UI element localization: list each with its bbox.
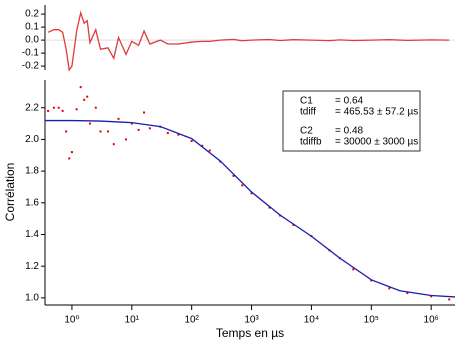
point xyxy=(47,109,50,112)
y-tick-label: -0.1 xyxy=(22,48,40,59)
y-tick-label: 2.2 xyxy=(25,102,39,113)
y-tick-label: 1.4 xyxy=(25,229,39,240)
annotation-name: C2 xyxy=(300,126,313,137)
annotation-box xyxy=(282,90,421,152)
y-tick-label: 0.0 xyxy=(25,35,39,46)
y-axis-label: Corrélation xyxy=(3,163,17,222)
point xyxy=(292,223,295,226)
annotation-text: = 30000 ± 3000 µs xyxy=(335,137,418,148)
point xyxy=(268,206,271,209)
point xyxy=(106,130,109,133)
point xyxy=(137,128,140,131)
y-tick-label: 1.2 xyxy=(25,261,39,272)
point xyxy=(94,106,97,109)
point xyxy=(130,122,133,125)
point xyxy=(88,122,91,125)
point xyxy=(430,295,433,298)
point xyxy=(65,130,68,133)
point xyxy=(148,127,151,130)
point xyxy=(75,108,78,111)
point xyxy=(208,149,211,152)
point xyxy=(112,143,115,146)
point xyxy=(70,151,73,154)
point xyxy=(68,157,71,160)
annotation-text: = 0.64 xyxy=(335,96,364,107)
point xyxy=(57,106,60,109)
line xyxy=(47,10,450,72)
point xyxy=(406,292,409,295)
x-tick-label: 10³ xyxy=(244,315,259,326)
point xyxy=(166,132,169,135)
x-tick-label: 10¹ xyxy=(125,315,140,326)
point xyxy=(86,95,89,98)
x-tick-label: 10⁰ xyxy=(64,315,79,326)
y-tick-label: 1.0 xyxy=(25,293,39,304)
x-tick-label: 10⁴ xyxy=(304,315,319,326)
point xyxy=(99,130,102,133)
y-tick-label: 2.0 xyxy=(25,134,39,145)
point xyxy=(79,86,82,89)
point xyxy=(52,106,55,109)
point xyxy=(83,98,86,101)
point xyxy=(232,174,235,177)
point xyxy=(61,109,64,112)
y-tick-label: 1.8 xyxy=(25,166,39,177)
point xyxy=(250,192,253,195)
point xyxy=(190,140,193,143)
point xyxy=(117,117,120,120)
point xyxy=(448,298,451,301)
point xyxy=(201,144,204,147)
annotation-name: C1 xyxy=(300,96,313,107)
point xyxy=(388,287,391,290)
y-tick-label: -0.2 xyxy=(22,61,40,72)
annotation-name: tdiffb xyxy=(300,137,322,148)
point xyxy=(241,184,244,187)
annotation-text: = 0.48 xyxy=(335,126,364,137)
x-tick-label: 10² xyxy=(184,315,199,326)
x-tick-label: 10⁶ xyxy=(424,315,439,326)
y-tick-label: 0.1 xyxy=(25,22,39,33)
point xyxy=(352,268,355,271)
annotation-text: = 465.53 ± 57.2 µs xyxy=(335,107,418,118)
y-tick-label: 1.6 xyxy=(25,197,39,208)
point xyxy=(125,138,128,141)
point xyxy=(143,111,146,114)
x-axis-label: Temps en µs xyxy=(216,326,284,340)
point xyxy=(177,133,180,136)
x-tick-label: 10⁵ xyxy=(364,315,379,326)
line xyxy=(45,119,456,298)
y-tick-label: 0.2 xyxy=(25,9,39,20)
annotation-name: tdiff xyxy=(300,107,316,118)
